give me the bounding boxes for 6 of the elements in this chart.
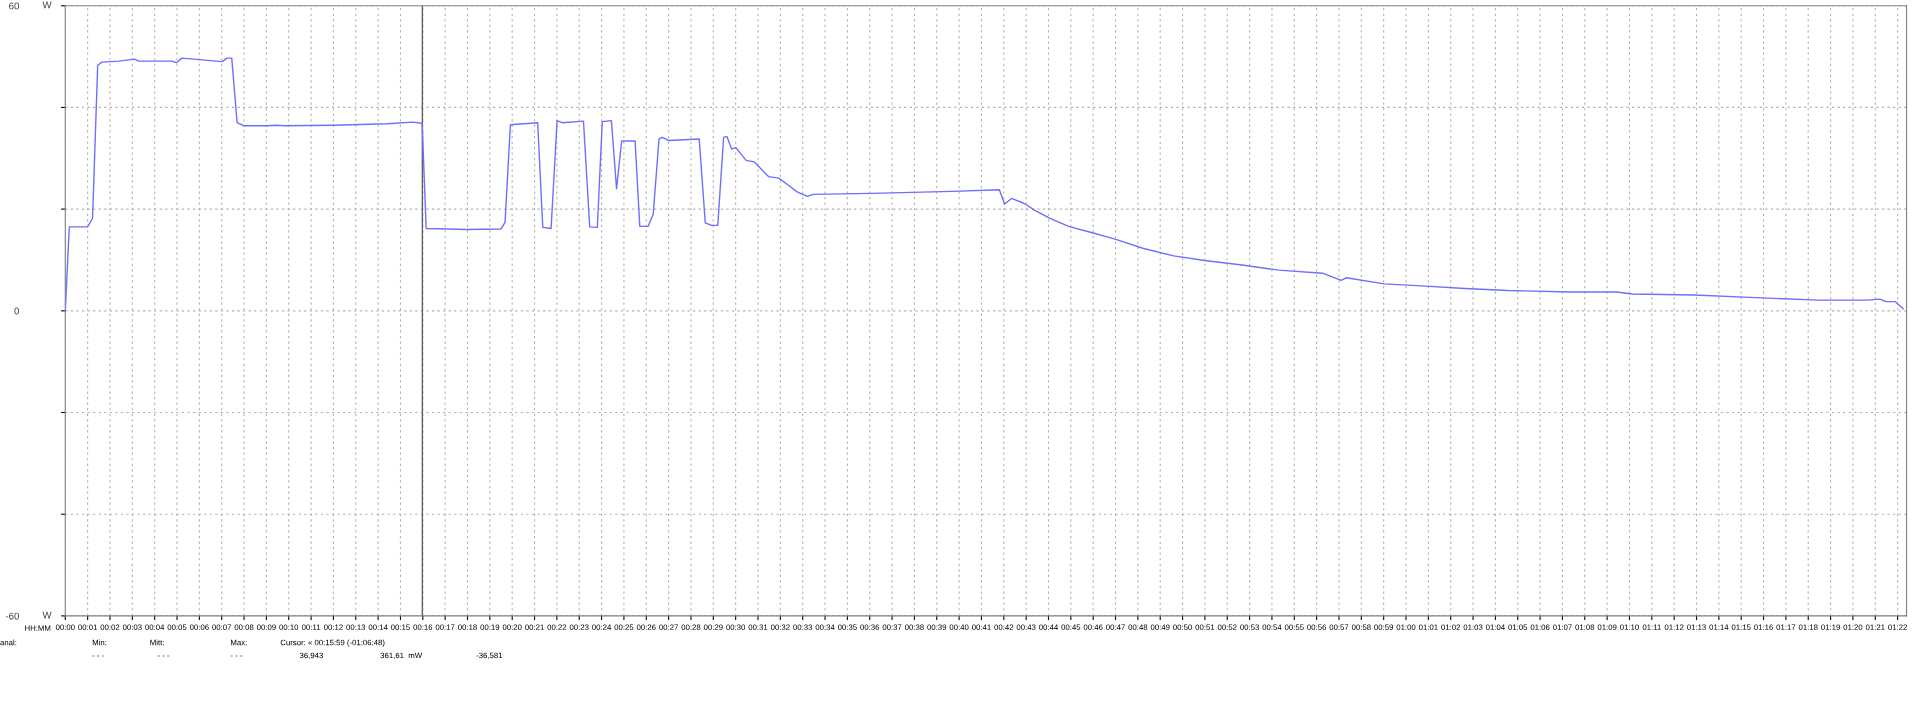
text: W <box>42 611 52 619</box>
y-axis-title: W <box>42 1 52 9</box>
y-tick-label: 60 <box>9 2 20 10</box>
y-tick-label: 0 <box>14 307 20 315</box>
line-series <box>65 57 1904 312</box>
y-tick-label: -60 <box>5 612 20 620</box>
